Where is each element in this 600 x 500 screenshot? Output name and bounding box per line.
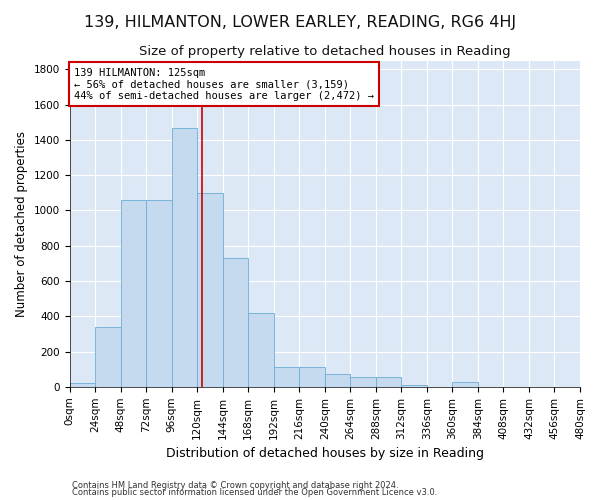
Bar bbox=[452, 382, 478, 387]
Bar bbox=[299, 368, 325, 387]
Bar bbox=[401, 385, 427, 387]
Bar bbox=[325, 374, 350, 387]
Bar bbox=[274, 368, 299, 387]
Text: 139 HILMANTON: 125sqm
← 56% of detached houses are smaller (3,159)
44% of semi-d: 139 HILMANTON: 125sqm ← 56% of detached … bbox=[74, 68, 374, 101]
Bar bbox=[376, 377, 401, 387]
Text: Contains public sector information licensed under the Open Government Licence v3: Contains public sector information licen… bbox=[72, 488, 437, 497]
Bar bbox=[350, 377, 376, 387]
Text: Contains HM Land Registry data © Crown copyright and database right 2024.: Contains HM Land Registry data © Crown c… bbox=[72, 480, 398, 490]
Bar bbox=[248, 312, 274, 387]
Bar bbox=[197, 193, 223, 387]
Bar bbox=[70, 384, 95, 387]
Bar bbox=[146, 200, 172, 387]
Bar bbox=[223, 258, 248, 387]
Bar bbox=[172, 128, 197, 387]
Text: 139, HILMANTON, LOWER EARLEY, READING, RG6 4HJ: 139, HILMANTON, LOWER EARLEY, READING, R… bbox=[84, 15, 516, 30]
Y-axis label: Number of detached properties: Number of detached properties bbox=[15, 130, 28, 316]
Bar bbox=[95, 327, 121, 387]
Bar bbox=[121, 200, 146, 387]
Title: Size of property relative to detached houses in Reading: Size of property relative to detached ho… bbox=[139, 45, 511, 58]
X-axis label: Distribution of detached houses by size in Reading: Distribution of detached houses by size … bbox=[166, 447, 484, 460]
